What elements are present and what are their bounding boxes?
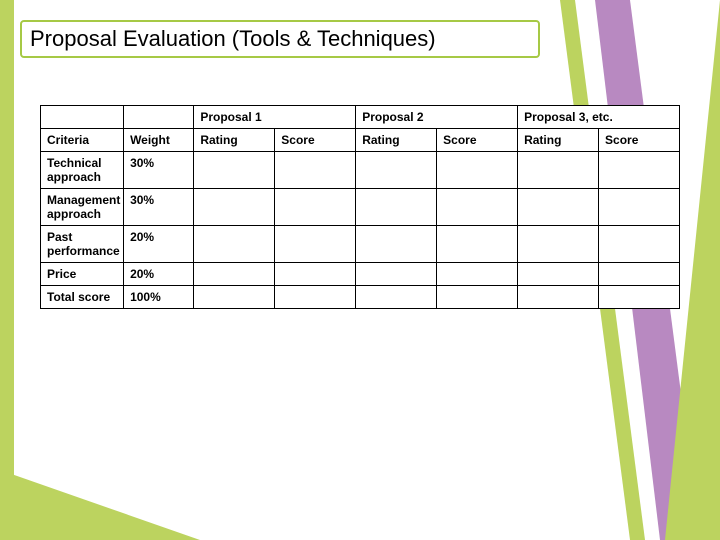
table-cell [356, 152, 437, 189]
col-header-weight: Weight [124, 129, 194, 152]
table-cell [356, 286, 437, 309]
table-cell [275, 226, 356, 263]
table-cell [275, 263, 356, 286]
table-cell [599, 226, 680, 263]
table-cell [275, 286, 356, 309]
table-cell [437, 152, 518, 189]
proposal-group-header: Proposal 3, etc. [518, 106, 680, 129]
proposal-group-header: Proposal 2 [356, 106, 518, 129]
table-cell [356, 189, 437, 226]
table-cell [275, 152, 356, 189]
table-cell [194, 263, 275, 286]
table-cell [437, 189, 518, 226]
table-cell [437, 226, 518, 263]
table-row: Price 20% [41, 263, 680, 286]
table-row: Management approach 30% [41, 189, 680, 226]
table-cell [518, 226, 599, 263]
table-cell [437, 263, 518, 286]
criteria-weight: 30% [124, 152, 194, 189]
col-header-score: Score [437, 129, 518, 152]
evaluation-table: Proposal 1 Proposal 2 Proposal 3, etc. C… [40, 105, 680, 309]
table-cell [194, 286, 275, 309]
col-header-criteria: Criteria [41, 129, 124, 152]
table-group-header-row: Proposal 1 Proposal 2 Proposal 3, etc. [41, 106, 680, 129]
table-cell [518, 263, 599, 286]
table-cell [518, 152, 599, 189]
criteria-label: Total score [41, 286, 124, 309]
criteria-weight: 20% [124, 226, 194, 263]
col-header-rating: Rating [518, 129, 599, 152]
table-cell [599, 263, 680, 286]
table-cell [599, 286, 680, 309]
table-row: Past performance 20% [41, 226, 680, 263]
table-cell [518, 286, 599, 309]
table-cell [194, 189, 275, 226]
table-cell [599, 189, 680, 226]
table-row: Technical approach 30% [41, 152, 680, 189]
col-header-rating: Rating [194, 129, 275, 152]
table-row: Total score 100% [41, 286, 680, 309]
col-header-score: Score [599, 129, 680, 152]
table-cell [356, 226, 437, 263]
table-column-header-row: Criteria Weight Rating Score Rating Scor… [41, 129, 680, 152]
proposal-group-header: Proposal 1 [194, 106, 356, 129]
criteria-weight: 100% [124, 286, 194, 309]
col-header-rating: Rating [356, 129, 437, 152]
evaluation-table-wrap: Proposal 1 Proposal 2 Proposal 3, etc. C… [40, 105, 680, 309]
table-cell [275, 189, 356, 226]
table-cell [194, 152, 275, 189]
table-cell-blank [124, 106, 194, 129]
table-cell-blank [41, 106, 124, 129]
criteria-label: Price [41, 263, 124, 286]
criteria-label: Past performance [41, 226, 124, 263]
table-cell [518, 189, 599, 226]
criteria-weight: 20% [124, 263, 194, 286]
table-cell [194, 226, 275, 263]
criteria-label: Technical approach [41, 152, 124, 189]
table-cell [356, 263, 437, 286]
criteria-weight: 30% [124, 189, 194, 226]
table-cell [599, 152, 680, 189]
slide: { "colors": { "green_border": "#a6c945",… [0, 0, 720, 540]
col-header-score: Score [275, 129, 356, 152]
slide-title: Proposal Evaluation (Tools & Techniques) [20, 20, 540, 58]
criteria-label: Management approach [41, 189, 124, 226]
table-cell [437, 286, 518, 309]
